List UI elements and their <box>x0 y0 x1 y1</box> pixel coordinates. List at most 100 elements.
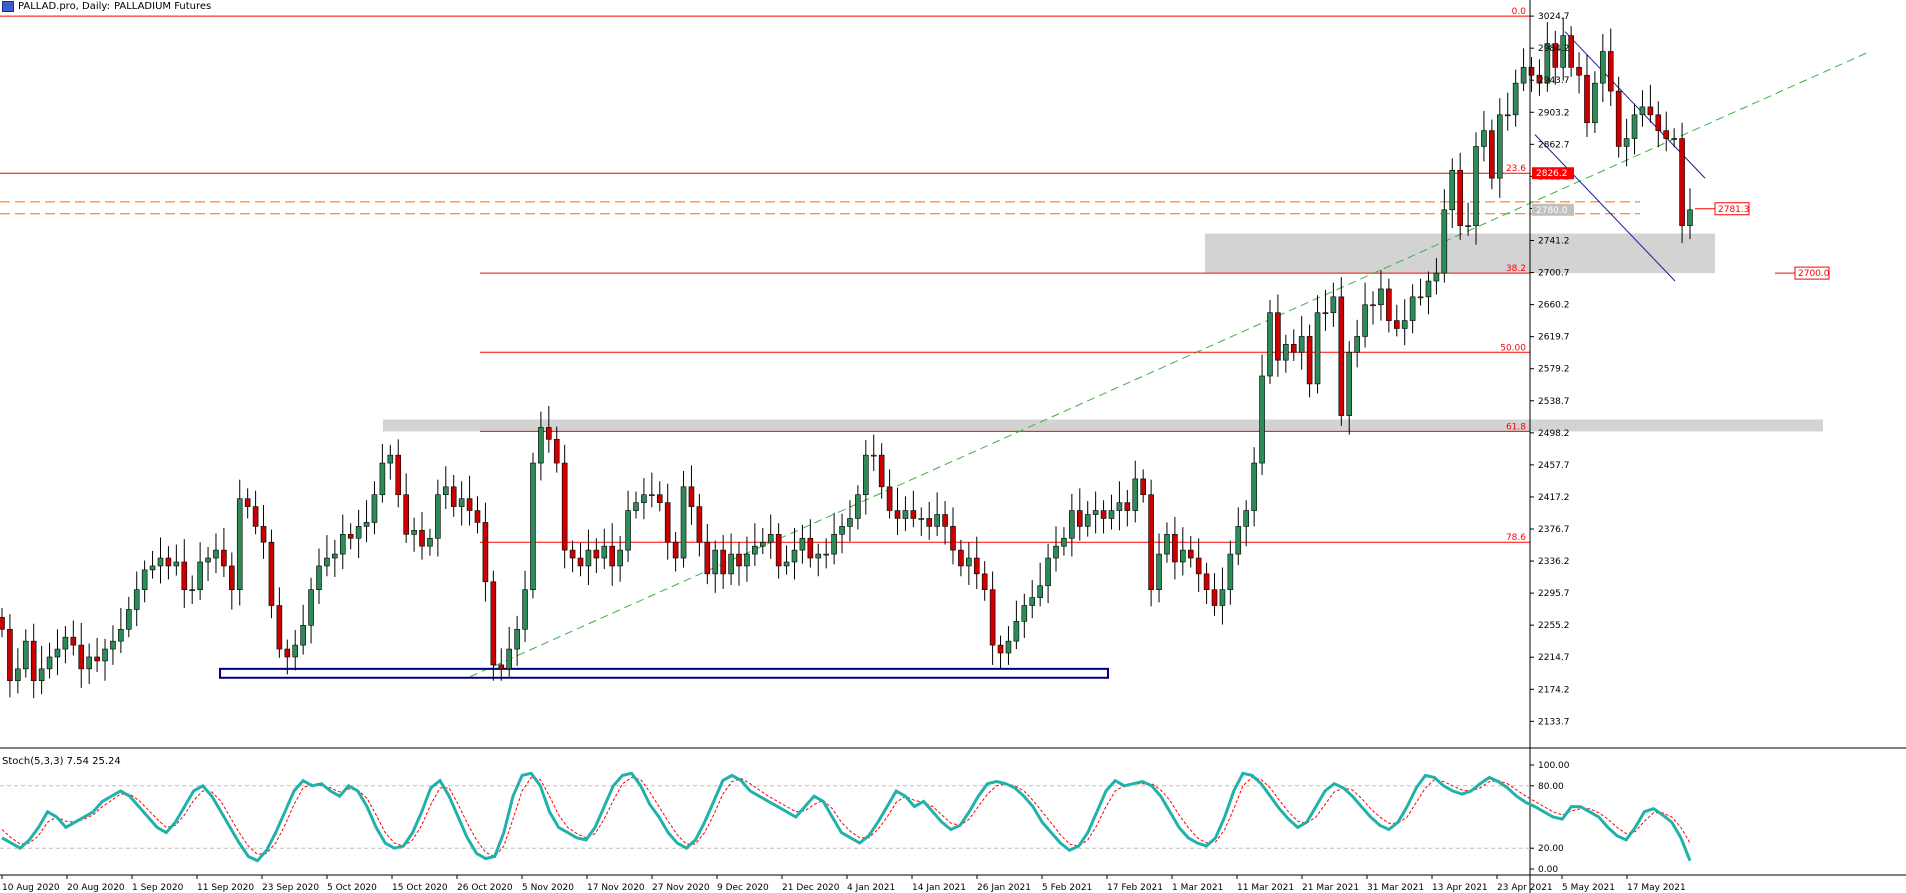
candle-body <box>1354 336 1360 353</box>
candle-body <box>1203 573 1210 591</box>
candle <box>1417 278 1424 306</box>
candle <box>585 529 592 585</box>
candle-body <box>688 486 695 507</box>
candle-body <box>387 454 394 464</box>
candle <box>1528 57 1535 92</box>
price-tag-label: 2780.0 <box>1536 206 1568 216</box>
price-tick-label: 2417.2 <box>1538 493 1570 503</box>
candle <box>934 492 940 536</box>
date-tick-label: 1 Sep 2020 <box>132 883 184 893</box>
candle <box>649 472 655 508</box>
candle <box>1504 92 1511 131</box>
candle <box>229 552 235 610</box>
candle-body <box>1021 605 1028 622</box>
candle <box>1251 447 1257 527</box>
candle <box>30 623 37 699</box>
candle-body <box>427 537 433 547</box>
candle-body <box>70 636 77 646</box>
date-tick-label: 1 Mar 2021 <box>1172 883 1223 893</box>
price-tag-label: 2826.2 <box>1536 169 1568 179</box>
candle-body <box>1330 296 1337 313</box>
candle <box>1465 202 1471 236</box>
candle <box>1378 269 1384 321</box>
date-tick-label: 21 Mar 2021 <box>1302 883 1359 893</box>
candle-body <box>514 628 520 650</box>
candle <box>149 550 156 579</box>
candle <box>1053 526 1059 572</box>
candle-body <box>181 561 188 591</box>
candle-body <box>1298 336 1305 353</box>
candle-body <box>831 533 837 555</box>
annotation-box <box>1794 266 1830 280</box>
candle-body <box>1393 320 1400 329</box>
candle <box>62 626 69 664</box>
candle-body <box>1544 43 1551 84</box>
candle-body <box>767 533 774 543</box>
candle-body <box>458 498 465 507</box>
candle-body <box>133 589 140 610</box>
stoch-main-line <box>1 771 1692 863</box>
candle <box>316 548 322 604</box>
candle <box>1354 319 1360 368</box>
candle <box>1267 300 1273 384</box>
candle-body <box>1639 106 1646 116</box>
candle-body <box>1600 51 1606 84</box>
candle-body <box>1552 43 1559 68</box>
candle-body <box>1520 67 1527 84</box>
candle-body <box>910 510 917 519</box>
candle <box>1148 479 1154 607</box>
candle-body <box>680 486 687 559</box>
candle <box>371 481 378 535</box>
candle-body <box>649 494 655 497</box>
date-tick-label: 4 Jan 2021 <box>847 883 895 893</box>
candle-body <box>506 648 512 670</box>
fib-label-2: 38.2 <box>1506 264 1526 274</box>
candle-body <box>102 648 108 662</box>
candle-body <box>371 494 378 523</box>
candle-body <box>1425 280 1432 298</box>
candle <box>0 607 5 638</box>
candle-body <box>1259 375 1265 464</box>
price-tick-label: 2336.2 <box>1538 557 1570 567</box>
candle-body <box>989 589 996 646</box>
candle <box>1013 600 1020 650</box>
price-tick-label: 2457.7 <box>1538 461 1570 471</box>
stoch-signal-value: 25.24 <box>92 756 121 767</box>
candle <box>1045 543 1051 604</box>
candle <box>910 490 917 528</box>
candle-body <box>1306 336 1313 385</box>
candle <box>450 474 457 517</box>
candle <box>1386 278 1392 333</box>
candle <box>339 514 346 570</box>
candle-body <box>561 462 568 551</box>
candle-body <box>22 640 29 670</box>
candle <box>22 629 29 678</box>
candle <box>1449 158 1456 228</box>
candle-body <box>363 522 370 527</box>
candle-body <box>419 530 425 547</box>
price-tick-label: 2174.2 <box>1538 685 1570 695</box>
candle-body <box>78 644 85 670</box>
price-tick-label: 2538.7 <box>1538 397 1570 407</box>
candle-body <box>981 573 988 591</box>
candle-body <box>966 557 972 567</box>
candle <box>482 502 489 602</box>
candle <box>641 478 647 520</box>
uptrend-line <box>469 51 1871 678</box>
candle-body <box>1084 514 1091 527</box>
candle <box>1235 507 1242 566</box>
candle <box>1092 491 1099 534</box>
candle <box>1029 580 1036 619</box>
stoch-header: Stoch(5,3,3) 7.54 25.24 <box>2 756 121 767</box>
candle-body <box>1528 67 1535 76</box>
candle <box>1084 501 1091 537</box>
candle-body <box>538 427 544 464</box>
candle <box>118 607 124 654</box>
candle-body <box>807 537 814 559</box>
candle <box>720 535 726 589</box>
candle-body <box>1417 296 1424 299</box>
candle-body <box>1671 138 1677 140</box>
symbol-label: PALLAD.pro, Daily: <box>18 1 110 12</box>
resistance-zone-lower <box>383 419 1823 432</box>
